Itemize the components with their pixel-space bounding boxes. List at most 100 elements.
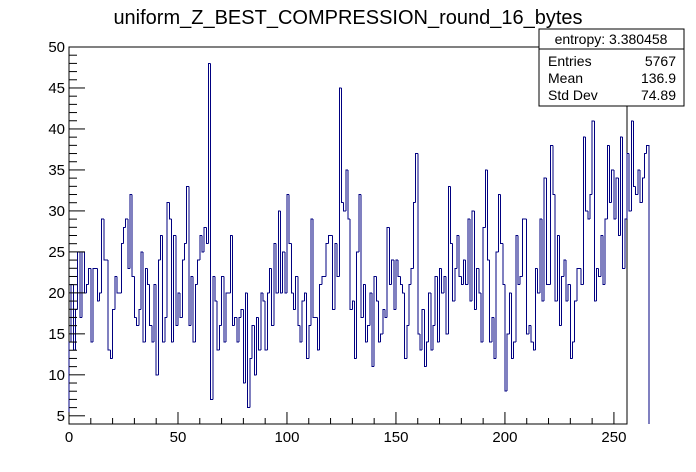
histogram-bin bbox=[408, 284, 412, 326]
y-tick-label: 35 bbox=[48, 162, 65, 179]
histogram-bin bbox=[262, 292, 266, 302]
histogram-bin bbox=[273, 243, 277, 326]
histogram-bin bbox=[247, 292, 250, 409]
y-tick-label: 15 bbox=[48, 326, 65, 343]
x-tick-label: 150 bbox=[383, 429, 408, 446]
histogram-bin bbox=[162, 235, 165, 343]
histogram-bin bbox=[582, 136, 586, 285]
histogram-bin bbox=[306, 292, 309, 359]
histogram-bin bbox=[519, 275, 523, 285]
histogram-bin bbox=[88, 267, 91, 285]
histogram-bin bbox=[421, 308, 425, 351]
histogram-bin bbox=[351, 300, 355, 310]
histogram-bin bbox=[310, 218, 314, 326]
histogram-bin bbox=[349, 219, 353, 310]
histogram-bin bbox=[619, 136, 623, 236]
histogram-bin bbox=[378, 301, 381, 343]
histogram-bin bbox=[142, 251, 146, 343]
histogram-bin bbox=[173, 235, 176, 343]
histogram-bin bbox=[85, 284, 89, 293]
histogram-bin bbox=[500, 194, 503, 245]
histogram-bin bbox=[375, 276, 379, 302]
histogram-bin bbox=[316, 317, 320, 351]
stats-value-stddev: 74.89 bbox=[641, 87, 676, 103]
histogram-bin bbox=[537, 268, 540, 294]
histogram-bin bbox=[138, 308, 141, 326]
histogram-bin bbox=[406, 325, 410, 359]
histogram-bin bbox=[269, 267, 272, 293]
histogram-bin bbox=[343, 202, 346, 212]
histogram-bin bbox=[439, 267, 442, 343]
histogram-bin bbox=[131, 194, 135, 277]
histogram-bin bbox=[598, 268, 601, 277]
histogram-bin bbox=[249, 357, 253, 408]
chart-title: uniform_Z_BEST_COMPRESSION_round_16_byte… bbox=[113, 7, 582, 29]
histogram-bin bbox=[266, 292, 270, 351]
histogram-bin bbox=[271, 268, 274, 327]
histogram-bin bbox=[580, 268, 584, 286]
histogram-bin bbox=[223, 276, 226, 343]
histogram-bin bbox=[253, 325, 257, 376]
histogram-bin bbox=[146, 268, 150, 286]
histogram-bin bbox=[214, 276, 218, 302]
histogram-bin bbox=[441, 268, 444, 294]
histogram-bin bbox=[637, 169, 641, 195]
histogram-bin bbox=[166, 202, 170, 318]
histogram-bin bbox=[445, 276, 449, 335]
histogram-bin bbox=[360, 194, 364, 318]
histogram-bin bbox=[434, 275, 438, 326]
histogram-bin bbox=[532, 342, 536, 351]
histogram-bin bbox=[190, 275, 194, 326]
histogram-bin bbox=[382, 308, 386, 334]
histogram-bin bbox=[558, 235, 562, 327]
x-tick-label: 0 bbox=[65, 429, 73, 446]
y-tick-label: 45 bbox=[48, 80, 65, 97]
histogram-bin bbox=[199, 235, 202, 261]
histogram-bin bbox=[539, 218, 542, 293]
histogram-bin bbox=[153, 284, 157, 343]
histogram-bin bbox=[327, 235, 331, 244]
histogram-bin bbox=[502, 243, 505, 286]
histogram-bin bbox=[574, 300, 577, 343]
histogram-bin bbox=[251, 325, 255, 359]
histogram-bin bbox=[456, 235, 460, 269]
histogram-bin bbox=[423, 309, 427, 368]
histogram-bin bbox=[288, 194, 292, 245]
histogram-bin bbox=[463, 259, 466, 285]
histogram-bin bbox=[552, 145, 556, 196]
histogram-bin bbox=[508, 292, 512, 334]
y-tick-label: 25 bbox=[48, 244, 65, 261]
histogram-bin bbox=[236, 317, 240, 343]
histogram-bin bbox=[234, 316, 237, 326]
histogram-bin bbox=[286, 194, 290, 293]
histogram-bin bbox=[471, 210, 475, 302]
histogram-bin bbox=[179, 292, 183, 318]
stats-header: entropy: 3.380458 bbox=[555, 31, 668, 47]
x-tick-label: 250 bbox=[601, 429, 626, 446]
histogram-bin bbox=[401, 284, 405, 294]
histogram-bin bbox=[122, 226, 126, 244]
histogram-bin bbox=[151, 325, 155, 343]
histogram-bin bbox=[550, 144, 553, 285]
histogram-bin bbox=[572, 341, 575, 359]
histogram-bin bbox=[504, 284, 508, 392]
histogram-bin bbox=[386, 226, 390, 318]
histogram-bin bbox=[336, 243, 340, 277]
histogram-bin bbox=[79, 251, 83, 318]
histogram-bin bbox=[478, 268, 481, 294]
histogram-bin bbox=[319, 284, 322, 351]
histogram-bin bbox=[628, 153, 632, 212]
histogram-bin bbox=[633, 120, 636, 187]
histogram-bin bbox=[393, 260, 396, 310]
histogram-bin bbox=[282, 251, 285, 293]
histogram-bin bbox=[184, 243, 187, 261]
histogram-bin bbox=[591, 120, 595, 195]
histogram-bin bbox=[321, 275, 325, 285]
histogram-bin bbox=[160, 235, 163, 261]
axes: 0 50 100 150 200 250 5 10 15 20 25 30 35 40 45 50 bbox=[48, 39, 626, 446]
histogram-bin bbox=[279, 210, 283, 294]
histogram-bin bbox=[358, 194, 362, 252]
histogram-bin bbox=[410, 267, 414, 285]
x-tick-label: 50 bbox=[170, 429, 187, 446]
histogram-bin bbox=[593, 120, 597, 302]
